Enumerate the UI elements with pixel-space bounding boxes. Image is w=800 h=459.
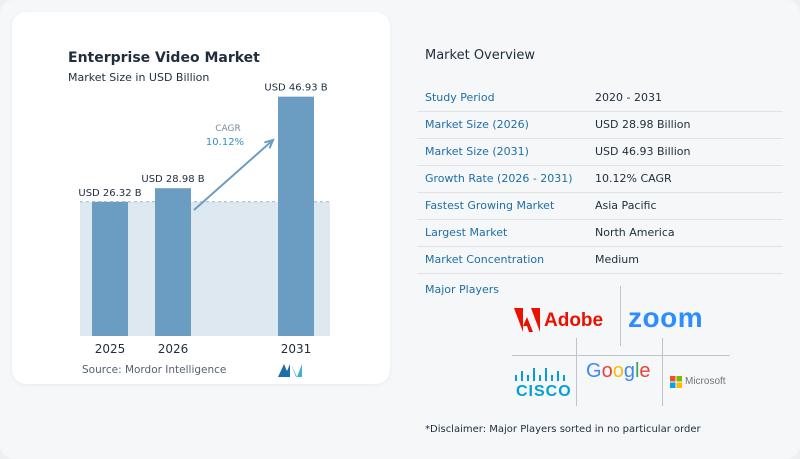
- logo-divider: [576, 338, 577, 406]
- adobe-logo-text: Adobe: [544, 310, 604, 331]
- overview-value: USD 28.98 Billion: [587, 111, 783, 139]
- mordor-intelligence-logo-icon: [278, 364, 302, 377]
- overview-key: Market Size (2026): [417, 111, 587, 139]
- cagr-value: 10.12%: [206, 137, 244, 148]
- overview-key: Study Period: [417, 84, 587, 112]
- overview-row: Fastest Growing Market Asia Pacific: [417, 192, 783, 220]
- logo-divider: [620, 286, 621, 346]
- overview-row: Market Size (2026) USD 28.98 Billion: [417, 111, 783, 139]
- google-logo-text: Google: [586, 360, 651, 382]
- adobe-logo-icon: [514, 308, 540, 332]
- x-tick-label: 2031: [281, 342, 312, 356]
- market-overview-table: Study Period 2020 - 2031 Market Size (2026…: [417, 84, 783, 274]
- overview-row: Largest Market North America: [417, 219, 783, 247]
- microsoft-logo-text: Microsoft: [685, 376, 726, 387]
- overview-key: Largest Market: [417, 219, 587, 247]
- overview-value: Medium: [587, 246, 783, 274]
- overview-value: 2020 - 2031: [587, 84, 783, 112]
- logo-divider: [662, 338, 663, 406]
- cagr-arrow-head: [264, 138, 275, 149]
- microsoft-logo-icon: [670, 376, 682, 388]
- overview-row: Market Size (2031) USD 46.93 Billion: [417, 138, 783, 166]
- bar-value-label: USD 26.32 B: [78, 188, 141, 199]
- bar: [278, 96, 314, 336]
- bar-value-label: USD 28.98 B: [141, 174, 204, 185]
- bar-chart: USD 26.32 B 2025 USD 28.98 B 2026 USD 46.93 …: [78, 83, 330, 356]
- overview-key: Market Concentration: [417, 246, 587, 274]
- chart-title: Enterprise Video Market: [68, 50, 260, 66]
- logo-divider: [512, 355, 730, 356]
- bar: [92, 201, 128, 336]
- zoom-logo: zoom: [628, 302, 704, 333]
- chart-subtitle: Market Size in USD Billion: [68, 71, 210, 84]
- overview-value: North America: [587, 219, 783, 247]
- source-text: Source: Mordor Intelligence: [82, 364, 227, 376]
- cisco-logo-text: CISCO: [516, 383, 572, 400]
- overview-value: 10.12% CAGR: [587, 165, 783, 193]
- overview-row: Study Period 2020 - 2031: [417, 84, 783, 112]
- overview-key: Fastest Growing Market: [417, 192, 587, 220]
- major-players-logos: Adobe zoom CISCO Google Microsoft: [500, 286, 740, 406]
- overview-key: Market Size (2031): [417, 138, 587, 166]
- overview-key: Growth Rate (2026 - 2031): [417, 165, 587, 193]
- bar-value-label: USD 46.93 B: [264, 83, 327, 94]
- overview-row: Growth Rate (2026 - 2031) 10.12% CAGR: [417, 165, 783, 193]
- overview-value: Asia Pacific: [587, 192, 783, 220]
- google-logo: Google: [586, 360, 651, 383]
- cisco-logo-icon: [515, 368, 565, 381]
- x-tick-label: 2025: [95, 342, 126, 356]
- cagr-arrow: [193, 139, 274, 211]
- overview-row: Market Concentration Medium: [417, 246, 783, 274]
- bar: [155, 188, 191, 336]
- overview-value: USD 46.93 Billion: [587, 138, 783, 166]
- disclaimer-text: *Disclaimer: Major Players sorted in no …: [425, 424, 701, 435]
- x-tick-label: 2026: [158, 342, 189, 356]
- major-players-title: Major Players: [425, 283, 499, 296]
- cagr-label: CAGR: [215, 124, 241, 134]
- market-overview-title: Market Overview: [425, 48, 536, 63]
